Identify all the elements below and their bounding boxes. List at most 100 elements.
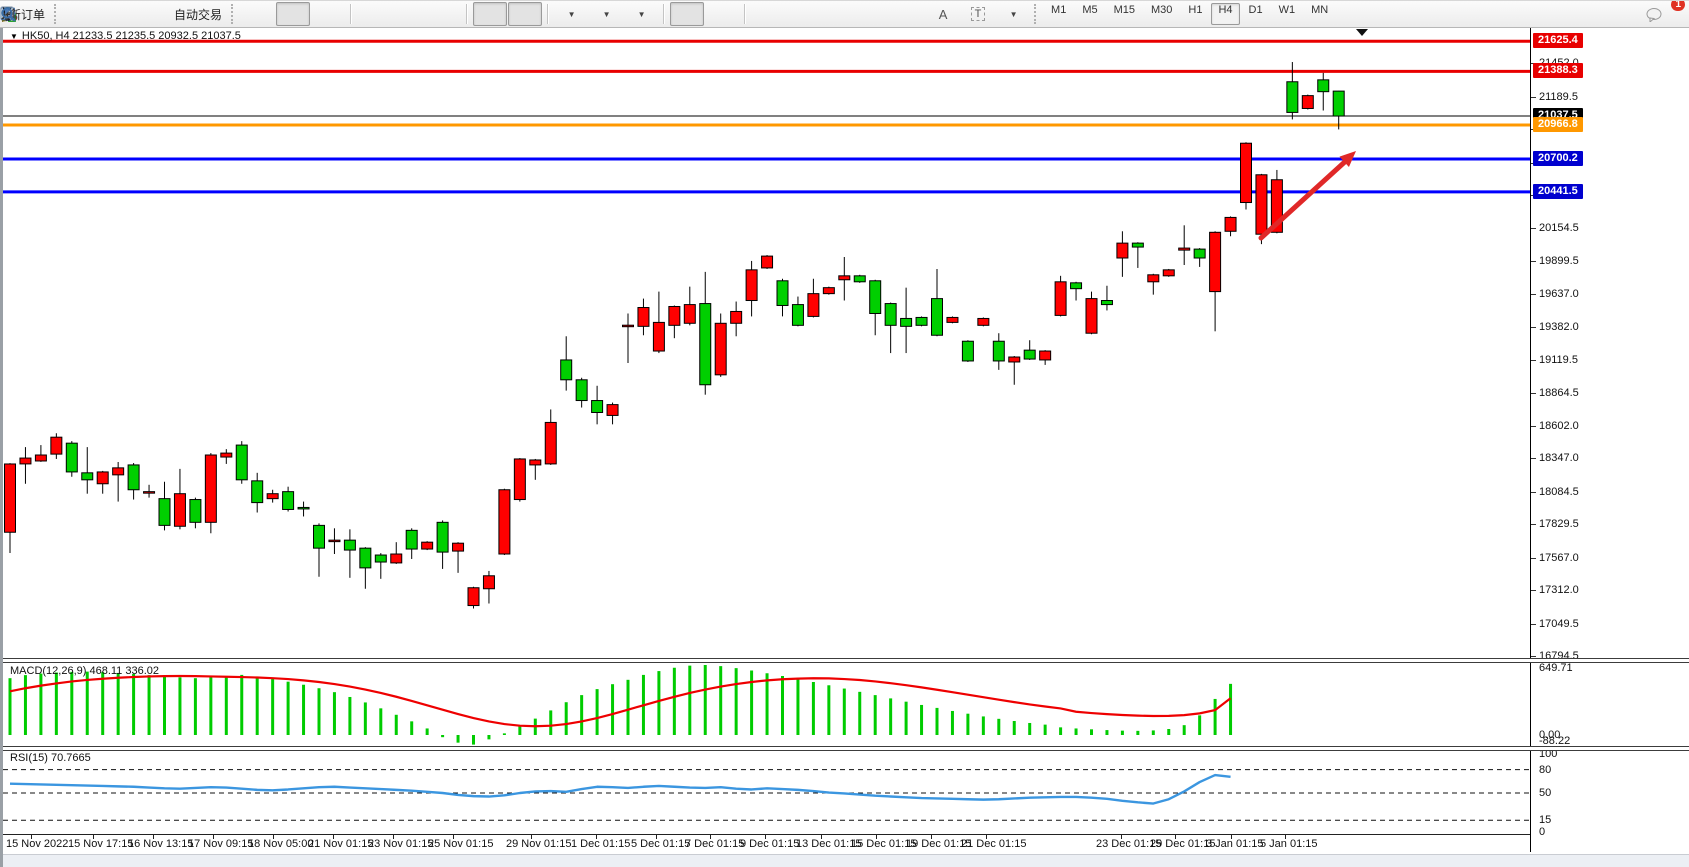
- price-badge: 21388.3: [1533, 63, 1583, 79]
- timeframe-mn-button[interactable]: MN: [1311, 4, 1329, 16]
- time-axis-label: 5 Dec 01:15: [631, 838, 691, 850]
- time-axis-label: 18 Nov 05:00: [248, 838, 314, 850]
- time-axis-label: 15 Nov 17:15: [68, 838, 134, 850]
- time-tick-mark: [710, 834, 711, 839]
- time-tick-mark: [596, 834, 597, 839]
- trendline-button[interactable]: [1, 2, 855, 26]
- rsi-axis-label: 80: [1539, 763, 1552, 776]
- time-tick-mark: [1231, 834, 1232, 839]
- price-tick-mark: [1531, 260, 1536, 262]
- macd-axis-label: 649.71: [1539, 662, 1573, 674]
- timeframe-group: M1 M5 M15 M30 H1 H4 D1 W1 MN: [1044, 3, 1335, 25]
- candlestick-chart-button[interactable]: [1, 2, 311, 26]
- time-axis-label: 17 Nov 09:15: [188, 838, 254, 850]
- price-tick-mark: [1531, 425, 1536, 427]
- time-axis-label: 1 Dec 01:15: [571, 838, 631, 850]
- price-tick-label: 18864.5: [1539, 386, 1579, 399]
- rsi-canvas[interactable]: [3, 751, 1530, 834]
- chat-button[interactable]: 1: [1645, 1, 1685, 26]
- price-axis[interactable]: 21452.021189.520934.520672.020417.020154…: [1530, 28, 1689, 852]
- crosshair-button[interactable]: [2, 2, 739, 26]
- toolbar-separator: [466, 4, 469, 24]
- timeframe-w1-button[interactable]: W1: [1278, 4, 1296, 16]
- templates-button[interactable]: ▼: [0, 2, 658, 26]
- time-tick-mark: [1285, 834, 1286, 839]
- arrows-button[interactable]: ▼: [4, 2, 1030, 26]
- toolbar-separator: [350, 4, 353, 24]
- time-tick-mark: [821, 834, 822, 839]
- timeframe-d1-button[interactable]: D1: [1248, 4, 1263, 16]
- auto-scroll-button[interactable]: [2, 2, 508, 26]
- text-label-icon: T: [970, 7, 986, 21]
- time-axis-label: 29 Nov 01:15: [506, 838, 572, 850]
- price-tick-mark: [1531, 623, 1536, 625]
- profiles-button[interactable]: [1, 2, 133, 26]
- price-tick-mark: [1531, 294, 1536, 296]
- chart-window[interactable]: ▼ HK50, H4 21233.5 21235.5 20932.5 21037.…: [0, 28, 1689, 867]
- chart-title: ▼ HK50, H4 21233.5 21235.5 20932.5 21037.…: [10, 30, 241, 42]
- chat-bubble-icon: [1646, 8, 1662, 22]
- time-tick-mark: [931, 834, 932, 839]
- zoom-out-button[interactable]: [2, 2, 426, 26]
- signals-button[interactable]: [1, 2, 168, 26]
- price-badge: 20700.2: [1533, 150, 1583, 166]
- timeframe-h4-button[interactable]: H4: [1211, 3, 1240, 25]
- price-tick-mark: [1531, 491, 1536, 493]
- timeframe-m30-button[interactable]: M30: [1151, 4, 1173, 16]
- indicators-button[interactable]: ▼: [0, 2, 588, 26]
- price-tick-label: 20154.5: [1539, 222, 1579, 235]
- time-axis-label: 15 Dec 01:15: [851, 838, 917, 850]
- time-axis-label: 16 Nov 13:15: [128, 838, 194, 850]
- time-axis-label: 23 Dec 01:15: [1096, 838, 1162, 850]
- toolbar-separator: [663, 4, 666, 24]
- time-axis-label: 15 Nov 2022: [6, 838, 69, 850]
- line-chart-button[interactable]: [1, 2, 345, 26]
- price-tick-label: 18602.0: [1539, 419, 1579, 432]
- main-chart-canvas[interactable]: [3, 28, 1530, 658]
- horizontal-line-button[interactable]: [2, 2, 820, 26]
- rsi-axis-label: 15: [1539, 814, 1552, 827]
- time-tick-mark: [765, 834, 766, 839]
- timeframe-m15-button[interactable]: M15: [1113, 4, 1135, 16]
- time-tick-mark: [273, 834, 274, 839]
- tile-windows-button[interactable]: [1, 2, 461, 26]
- macd-canvas[interactable]: [3, 664, 1530, 746]
- time-tick-mark: [656, 834, 657, 839]
- price-tick-mark: [1531, 96, 1536, 98]
- pane-separator[interactable]: [3, 658, 1689, 663]
- price-badge: 21625.4: [1533, 33, 1583, 49]
- timeframe-m1-button[interactable]: M1: [1051, 4, 1067, 16]
- toolbar-separator: [744, 4, 747, 24]
- periods-button[interactable]: ▼: [1, 2, 623, 26]
- timeframe-h1-button[interactable]: H1: [1188, 4, 1203, 16]
- chart-shift-button[interactable]: [2, 2, 543, 26]
- time-axis-label: 13 Dec 01:15: [796, 838, 862, 850]
- time-axis-label: 21 Nov 01:15: [308, 838, 374, 850]
- price-tick-label: 18084.5: [1539, 485, 1579, 498]
- autotrading-button[interactable]: 自动交易: [0, 2, 227, 26]
- price-tick-label: 17829.5: [1539, 518, 1579, 531]
- time-axis-label: 25 Nov 01:15: [428, 838, 494, 850]
- fibonacci-button[interactable]: F: [2, 2, 925, 26]
- rsi-axis-label: 100: [1539, 748, 1558, 760]
- pane-separator[interactable]: [3, 746, 1689, 751]
- timeframe-m5-button[interactable]: M5: [1082, 4, 1098, 16]
- price-tick-mark: [1531, 228, 1536, 230]
- time-tick-mark: [153, 834, 154, 839]
- vertical-line-button[interactable]: [5, 2, 785, 26]
- cursor-button[interactable]: [3, 2, 705, 26]
- time-tick-mark: [333, 834, 334, 839]
- bar-chart-button[interactable]: [1, 2, 275, 26]
- time-tick-mark: [393, 834, 394, 839]
- zoom-in-button[interactable]: [2, 2, 391, 26]
- time-tick-mark: [31, 834, 32, 839]
- macd-axis-label: -88.22: [1539, 735, 1571, 747]
- time-axis-label: 29 Dec 01:15: [1150, 838, 1216, 850]
- styles-button[interactable]: [1, 2, 98, 26]
- search-button[interactable]: [1, 2, 1639, 26]
- text-button[interactable]: A: [926, 2, 960, 26]
- rsi-axis-label: 50: [1539, 787, 1552, 799]
- text-label-button[interactable]: T: [961, 2, 995, 26]
- equidistant-channel-button[interactable]: E: [1, 2, 890, 26]
